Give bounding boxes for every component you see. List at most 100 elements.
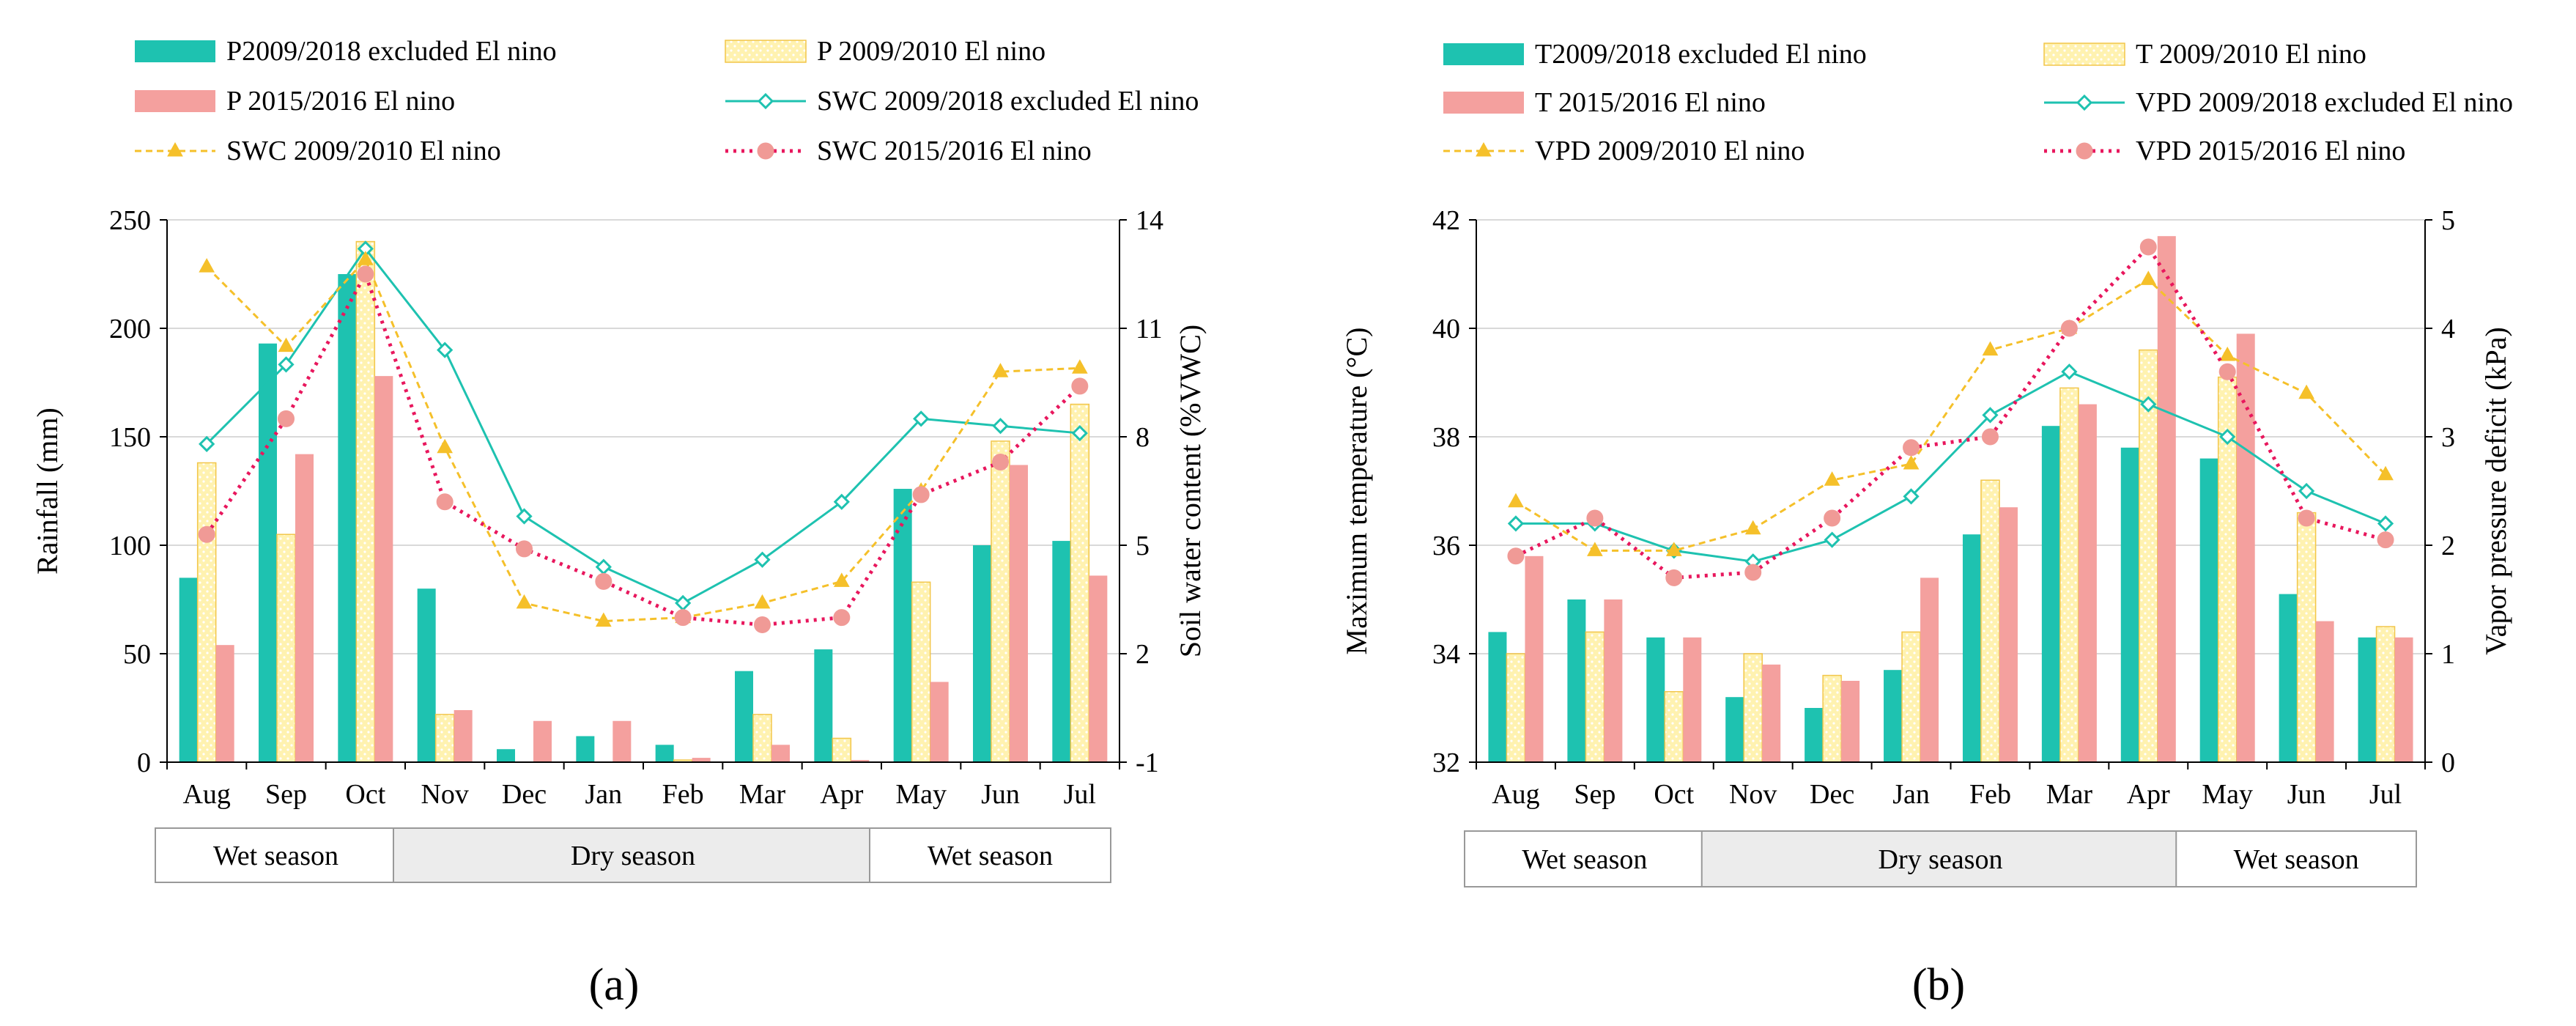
legend-swatch-teal [135,40,215,62]
x-tick-label: Jan [1892,779,1930,810]
legend-label: P2009/2018 excluded El nino [226,36,557,67]
season-box [393,827,873,883]
y-tick-label-right: 4 [2441,314,2455,344]
point-red-circle-feb [674,609,692,627]
x-tick-label: Feb [662,779,704,810]
bar-yellow-apr [2139,349,2158,763]
x-tick-label: Sep [265,779,307,810]
x-tick-label: Jan [585,779,623,810]
x-tick-label: Oct [1654,779,1694,810]
point-red-circle-may [2218,363,2236,380]
bar-teal-jul [1052,541,1071,762]
season-box [1700,830,2180,887]
bar-teal-jul [2358,637,2377,762]
y-tick-label-left: 34 [1432,639,1460,670]
point-red-circle-jan [595,572,612,590]
y-tick-label-left: 100 [109,531,151,561]
season-label: Dry season [1879,844,2003,875]
bar-teal-jan [1884,670,1903,762]
legend-label: SWC 2009/2018 excluded El nino [817,86,1199,117]
bar-yellow-oct [355,240,376,763]
bar-yellow-jul [1070,403,1090,763]
x-tick-label: Oct [345,779,385,810]
legend-swatch-pink [1443,92,1524,114]
legend-marker-red-circle [2076,142,2093,160]
bar-teal-oct [338,274,357,762]
season-box [1464,830,1706,887]
bar-teal-jan [576,736,595,762]
bar-pink-apr [2157,236,2176,762]
y-axis-title-left: Maximum temperature (°C) [1340,328,1373,655]
bar-teal-feb [655,745,674,762]
y-tick-label-left: 150 [109,422,151,453]
point-teal-diamond-mar [2061,363,2078,380]
season-label: Dry season [571,841,695,871]
point-red-circle-jan [1903,439,1920,457]
point-red-circle-jul [1071,377,1089,395]
y-tick-label-right: -1 [1136,748,1159,778]
bar-pink-dec [1841,681,1860,762]
y-tick-label-left: 50 [123,639,151,670]
y-tick-label-right: 1 [2441,639,2455,670]
bar-pink-feb [692,758,711,762]
legend-label: T2009/2018 excluded El nino [1535,39,1867,70]
y-tick-label-left: 40 [1432,314,1460,344]
bar-teal-may [893,489,912,762]
bar-pink-sep [295,454,314,762]
y-tick-label-right: 2 [2441,531,2455,561]
x-tick-label: May [2202,779,2253,810]
series-line-teal-diamond [206,247,1080,605]
bar-teal-dec [1805,708,1824,762]
point-red-circle-sep [278,410,295,427]
point-red-circle-jul [2377,531,2394,549]
x-tick-label: Sep [1574,779,1615,810]
bar-teal-mar [735,671,753,762]
point-red-circle-oct [1665,569,1683,586]
bar-yellow-aug [196,462,217,763]
point-yellow-triangle-nov [1744,520,1761,535]
bar-yellow-nov [1743,653,1763,763]
y-tick-label-right: 2 [1136,639,1150,670]
bar-teal-sep [1567,599,1586,762]
point-yellow-triangle-apr [2140,270,2157,285]
legend-label: P 2015/2016 El nino [226,86,455,117]
point-red-circle-aug [1507,547,1525,565]
point-yellow-triangle-nov [437,438,454,454]
point-yellow-triangle-jun [2298,384,2314,399]
legend-label: P 2009/2010 El nino [817,36,1045,67]
bar-yellow-may [911,581,931,763]
bar-yellow-feb [1980,479,2000,763]
legend-marker-yellow-triangle [167,141,183,157]
point-teal-diamond-feb [675,594,692,612]
bar-pink-mar [771,745,790,762]
y-tick-label-left: 200 [109,314,151,344]
panel-label: (a) [589,960,640,1010]
point-red-circle-jun [2298,509,2315,527]
bar-pink-jun [1010,465,1028,762]
bar-pink-mar [2078,404,2097,762]
bar-teal-feb [1962,534,1981,762]
point-yellow-triangle-feb [1982,341,1999,356]
point-teal-diamond-jun [2298,482,2315,500]
point-yellow-triangle-apr [833,572,850,587]
bar-teal-jun [2279,594,2298,762]
series-line-yellow-triangle [206,258,1080,623]
x-tick-label: Feb [1969,779,2011,810]
point-yellow-triangle-jun [992,363,1009,377]
point-red-circle-aug [198,525,215,543]
bar-pink-nov [1762,664,1781,762]
bar-teal-oct [1646,637,1665,762]
bar-yellow-oct [1664,691,1684,763]
legend-swatch-teal [1443,43,1524,65]
bar-pink-feb [1999,507,2018,762]
season-label: Wet season [2234,844,2359,875]
y-axis-title-left: Rainfall (mm) [31,407,64,575]
point-teal-diamond-jan [1903,488,1920,505]
point-teal-diamond-aug [1507,515,1525,532]
point-red-circle-mar [2060,320,2078,337]
bar-teal-sep [259,343,277,763]
x-tick-label: Mar [2046,779,2093,810]
point-yellow-triangle-oct [357,251,374,265]
bar-teal-nov [417,588,436,762]
point-red-circle-nov [1744,564,1762,581]
